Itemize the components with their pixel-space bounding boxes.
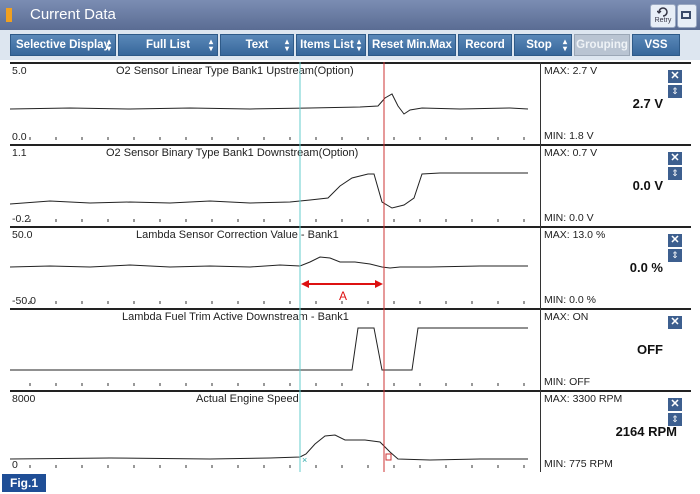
value-column: MAX: 2.7 V 2.7 V MIN: 1.8 V ✕ ⇕ MAX: 0.7…: [540, 62, 691, 472]
arrow-head-left: [301, 280, 309, 288]
updown-arrow-icon: ▴ ▾: [106, 37, 111, 53]
grouping-button[interactable]: Grouping: [574, 34, 630, 56]
retry-label: Retry: [654, 17, 672, 24]
current-value: 0.0 %: [629, 260, 663, 275]
full-list-button[interactable]: Full List ▴ ▾: [118, 34, 218, 56]
maximize-icon: [681, 11, 691, 19]
remove-item-button[interactable]: ✕: [668, 70, 682, 83]
value-panel-o2-downstream: MAX: 0.7 V 0.0 V MIN: 0.0 V ✕ ⇕: [541, 144, 691, 226]
value-panel-lambda-correction: MAX: 13.0 % 0.0 % MIN: 0.0 % ✕ ⇕: [541, 226, 691, 308]
window-title: Current Data: [30, 6, 116, 23]
move-item-button[interactable]: ⇕: [668, 249, 682, 262]
value-panel-engine-speed: MAX: 3300 RPM 2164 RPM MIN: 775 RPM ✕ ⇕: [541, 390, 691, 472]
maximize-button[interactable]: [677, 4, 697, 28]
scale-max: 50.0: [12, 229, 33, 241]
graph-panel-o2-upstream: 5.0 O2 Sensor Linear Type Bank1 Upstream…: [10, 62, 540, 144]
graph-area: 5.0 O2 Sensor Linear Type Bank1 Upstream…: [10, 62, 540, 472]
updown-arrow-icon: ▴ ▾: [208, 37, 213, 53]
max-value: MAX: ON: [544, 311, 589, 323]
reset-min-max-button[interactable]: Reset Min.Max: [368, 34, 456, 56]
title-bar: Current Data Retry: [0, 0, 700, 31]
graph-panel-engine-speed: 8000 Actual Engine Speed 0: [10, 390, 540, 472]
current-value: OFF: [637, 342, 663, 357]
trace-o2-downstream: [10, 172, 528, 209]
min-value: MIN: 775 RPM: [544, 458, 613, 470]
min-value: MIN: 0.0 %: [544, 294, 596, 306]
move-item-button[interactable]: ⇕: [668, 167, 682, 180]
selective-display-button[interactable]: Selective Display ▴ ▾: [10, 34, 116, 56]
max-value: MAX: 2.7 V: [544, 65, 598, 77]
min-value: MIN: 1.8 V: [544, 130, 594, 142]
scale-min: -0.2: [12, 213, 31, 225]
updown-arrow-icon: ▴ ▾: [562, 37, 567, 53]
retry-button[interactable]: Retry: [650, 4, 676, 28]
move-item-button[interactable]: ⇕: [668, 413, 682, 426]
arrow-head-right: [375, 280, 383, 288]
graph-panel-fuel-trim: Lambda Fuel Trim Active Downstream - Ban…: [10, 308, 540, 390]
scale-max: 1.1: [12, 147, 27, 159]
stop-button[interactable]: Stop ▴ ▾: [514, 34, 572, 56]
current-value: 2.7 V: [632, 96, 663, 111]
text-button[interactable]: Text ▴ ▾: [220, 34, 294, 56]
cursor-marker-cyan: ×: [302, 455, 307, 465]
trace-o2-upstream: [10, 93, 529, 115]
remove-item-button[interactable]: ✕: [668, 234, 682, 247]
max-value: MAX: 13.0 %: [544, 229, 606, 241]
min-value: MIN: OFF: [544, 376, 591, 388]
remove-item-button[interactable]: ✕: [668, 316, 682, 329]
value-panel-fuel-trim: MAX: ON OFF MIN: OFF ✕: [541, 308, 691, 390]
trace-lambda-correction: [10, 256, 528, 269]
scale-min: 0: [12, 459, 18, 471]
graph-panel-lambda-correction: 50.0 Lambda Sensor Correction Value - Ba…: [10, 226, 540, 308]
updown-arrow-icon: ▴ ▾: [284, 37, 289, 53]
vss-button[interactable]: VSS: [632, 34, 680, 56]
graph-canvas: A ×: [10, 62, 529, 472]
value-panel-o2-upstream: MAX: 2.7 V 2.7 V MIN: 1.8 V ✕ ⇕: [541, 62, 691, 144]
max-value: MAX: 0.7 V: [544, 147, 598, 159]
scale-max: 5.0: [12, 65, 27, 77]
remove-item-button[interactable]: ✕: [668, 398, 682, 411]
sensor-name: Actual Engine Speed: [196, 393, 299, 405]
sensor-name: O2 Sensor Linear Type Bank1 Upstream(Opt…: [116, 65, 354, 77]
record-button[interactable]: Record: [458, 34, 512, 56]
cursor-marker-red: [385, 453, 392, 461]
scale-min: 0.0: [12, 131, 27, 143]
toolbar: Selective Display ▴ ▾ Full List ▴ ▾ Text ▴ ▾ I…: [0, 30, 700, 60]
move-item-button[interactable]: ⇕: [668, 85, 682, 98]
sensor-name: Lambda Fuel Trim Active Downstream - Ban…: [122, 311, 349, 323]
axis-ticks: [29, 137, 525, 468]
items-list-button[interactable]: Items List ▴ ▾: [296, 34, 366, 56]
max-value: MAX: 3300 RPM: [544, 393, 623, 405]
scale-max: 8000: [12, 393, 36, 405]
graph-panel-o2-downstream: 1.1 O2 Sensor Binary Type Bank1 Downstre…: [10, 144, 540, 226]
trace-fuel-trim: [10, 327, 528, 371]
current-value: 0.0 V: [632, 178, 663, 193]
current-value: 2164 RPM: [615, 424, 677, 439]
retry-icon: [657, 7, 668, 17]
remove-item-button[interactable]: ✕: [668, 152, 682, 165]
updown-arrow-icon: ▴ ▾: [356, 37, 361, 53]
sensor-name: O2 Sensor Binary Type Bank1 Downstream(O…: [106, 147, 359, 159]
app-flag-icon: [6, 8, 12, 22]
sensor-name: Lambda Sensor Correction Value - Bank1: [136, 229, 339, 241]
trace-engine-speed: [10, 434, 528, 461]
min-value: MIN: 0.0 V: [544, 212, 594, 224]
figure-label: Fig.1: [2, 474, 46, 492]
annotation-label: A: [339, 289, 347, 303]
